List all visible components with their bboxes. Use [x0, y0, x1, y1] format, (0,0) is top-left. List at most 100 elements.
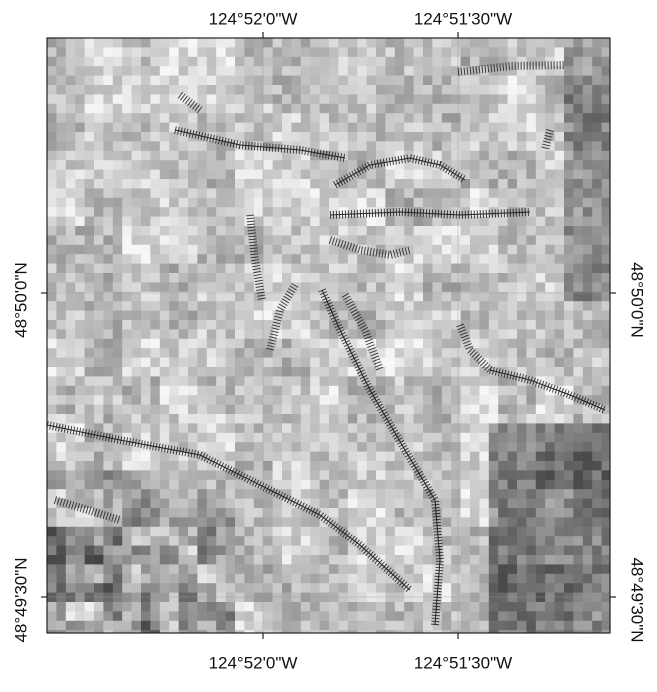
raster-cell — [75, 170, 85, 180]
raster-cell — [338, 113, 348, 123]
raster-cell — [461, 123, 471, 133]
raster-cell — [122, 47, 132, 57]
raster-cell — [254, 76, 264, 86]
raster-cell — [357, 282, 367, 292]
raster-cell — [141, 630, 151, 640]
raster-cell — [442, 395, 452, 405]
raster-cell — [113, 414, 123, 424]
raster-cell — [592, 414, 602, 424]
raster-cell — [498, 348, 508, 358]
raster-cell — [179, 583, 189, 593]
raster-cell — [141, 217, 151, 227]
raster-cell — [592, 47, 602, 57]
raster-cell — [357, 602, 367, 612]
raster-cell — [47, 348, 57, 358]
raster-cell — [122, 470, 132, 480]
raster-cell — [282, 104, 292, 114]
raster-cell — [263, 301, 273, 311]
raster-cell — [564, 602, 574, 612]
raster-cell — [555, 264, 565, 274]
raster-cell — [254, 621, 264, 631]
raster-cell — [85, 254, 95, 264]
raster-cell — [442, 141, 452, 151]
raster-cell — [56, 348, 66, 358]
raster-cell — [94, 329, 104, 339]
raster-cell — [348, 329, 358, 339]
raster-cell — [479, 574, 489, 584]
raster-cell — [470, 593, 480, 603]
raster-cell — [357, 301, 367, 311]
raster-cell — [122, 564, 132, 574]
raster-cell — [85, 555, 95, 565]
raster-cell — [329, 329, 339, 339]
raster-cell — [254, 452, 264, 462]
raster-cell — [75, 320, 85, 330]
raster-cell — [385, 226, 395, 236]
raster-cell — [489, 339, 499, 349]
raster-cell — [216, 85, 226, 95]
raster-cell — [357, 386, 367, 396]
raster-cell — [583, 245, 593, 255]
raster-cell — [310, 546, 320, 556]
raster-cell — [348, 207, 358, 217]
raster-cell — [273, 141, 283, 151]
raster-cell — [160, 94, 170, 104]
raster-cell — [56, 395, 66, 405]
raster-cell — [254, 423, 264, 433]
raster-cell — [244, 329, 254, 339]
raster-cell — [122, 593, 132, 603]
raster-cell — [489, 207, 499, 217]
raster-cell — [451, 386, 461, 396]
raster-cell — [376, 329, 386, 339]
raster-cell — [432, 245, 442, 255]
raster-cell — [132, 113, 142, 123]
raster-cell — [216, 254, 226, 264]
raster-cell — [545, 564, 555, 574]
raster-cell — [273, 611, 283, 621]
raster-cell — [555, 470, 565, 480]
raster-cell — [555, 38, 565, 48]
raster-cell — [555, 151, 565, 161]
raster-cell — [404, 499, 414, 509]
raster-cell — [564, 508, 574, 518]
raster-cell — [442, 320, 452, 330]
raster-cell — [263, 160, 273, 170]
raster-cell — [395, 499, 405, 509]
raster-cell — [94, 574, 104, 584]
raster-cell — [301, 160, 311, 170]
raster-cell — [122, 38, 132, 48]
raster-cell — [348, 264, 358, 274]
raster-cell — [75, 113, 85, 123]
raster-cell — [573, 593, 583, 603]
raster-cell — [216, 470, 226, 480]
raster-cell — [132, 367, 142, 377]
raster-cell — [414, 38, 424, 48]
raster-cell — [56, 141, 66, 151]
raster-cell — [451, 621, 461, 631]
raster-cell — [385, 470, 395, 480]
raster-cell — [47, 320, 57, 330]
raster-cell — [66, 141, 76, 151]
raster-cell — [555, 311, 565, 321]
raster-cell — [169, 508, 179, 518]
raster-cell — [367, 104, 377, 114]
raster-cell — [291, 264, 301, 274]
raster-cell — [85, 470, 95, 480]
raster-cell — [404, 611, 414, 621]
raster-cell — [301, 264, 311, 274]
raster-cell — [66, 433, 76, 443]
raster-cell — [132, 348, 142, 358]
raster-cell — [320, 452, 330, 462]
raster-cell — [320, 423, 330, 433]
raster-cell — [56, 198, 66, 208]
raster-cell — [414, 226, 424, 236]
raster-cell — [357, 489, 367, 499]
raster-cell — [573, 273, 583, 283]
raster-cell — [320, 593, 330, 603]
raster-cell — [103, 188, 113, 198]
raster-cell — [338, 358, 348, 368]
raster-cell — [169, 367, 179, 377]
raster-cell — [583, 320, 593, 330]
raster-cell — [235, 414, 245, 424]
raster-cell — [216, 311, 226, 321]
